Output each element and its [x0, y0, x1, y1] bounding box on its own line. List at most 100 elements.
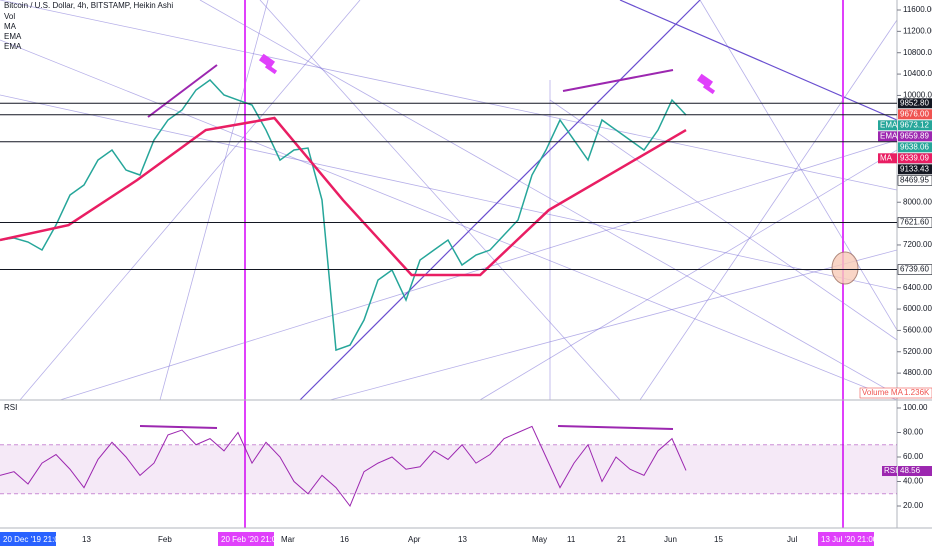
date-label: Mar — [281, 535, 295, 544]
gann-line — [19, 0, 361, 401]
divergence-line — [147, 64, 218, 118]
price-label: 9659.89 — [900, 131, 929, 140]
price-label: 9676.00 — [900, 109, 929, 118]
gann-line — [199, 0, 898, 396]
rsi-value-box — [898, 466, 932, 477]
gann-line — [479, 149, 898, 401]
date-highlight — [0, 532, 56, 546]
date-label: Jul — [787, 535, 797, 544]
price-tick-label: 4800.00 — [903, 368, 932, 377]
date-highlight — [218, 532, 274, 546]
gann-lines — [0, 0, 898, 401]
date-label: 13 Jul '20 21:00 — [821, 535, 878, 544]
price-label: 7621.60 — [900, 218, 929, 227]
price-tick-label: 11600.00 — [903, 5, 932, 14]
price-label-box — [898, 98, 932, 109]
rsi-band — [0, 444, 897, 494]
gann-line — [0, 94, 898, 291]
volume-ma-tag: Volume MA — [862, 388, 904, 397]
price-label: 8469.95 — [900, 175, 929, 184]
date-label: 13 — [82, 535, 91, 544]
date-label: 11 — [567, 535, 576, 544]
highlight-ellipse — [831, 251, 859, 285]
price-tag: MA — [880, 153, 893, 162]
price-label-box — [898, 131, 932, 142]
hammer-icon — [258, 53, 278, 75]
price-tick-label: 11200.00 — [903, 26, 932, 35]
gann-line — [159, 0, 269, 401]
chart-title: Bitcoin / U.S. Dollar, 4h, BITSTAMP, Hei… — [4, 1, 173, 10]
indicator-label: MA — [4, 22, 17, 31]
rsi-tag-box — [882, 466, 897, 477]
price-tick-label: 6000.00 — [903, 304, 932, 313]
rsi-tick-label: 40.00 — [903, 477, 924, 486]
price-tick-label: 10800.00 — [903, 48, 932, 57]
date-highlight — [818, 532, 874, 546]
divergence-line — [562, 69, 674, 92]
price-tick-label: 5200.00 — [903, 347, 932, 356]
price-tick-label: 5600.00 — [903, 326, 932, 335]
price-label-box — [898, 164, 932, 175]
date-label: 13 — [458, 535, 467, 544]
price-label-box — [898, 142, 932, 153]
date-label: 16 — [340, 535, 349, 544]
date-label: 15 — [714, 535, 723, 544]
gann-line — [549, 99, 898, 341]
rsi-value: 48.56 — [900, 466, 921, 475]
price-label: 9852.80 — [900, 98, 929, 107]
date-label: Jun — [664, 535, 677, 544]
date-label: 20 Dec '19 21:00 — [3, 535, 64, 544]
rsi-tick-label: 20.00 — [903, 501, 924, 510]
gann-line — [639, 19, 898, 401]
price-tag: EMA — [880, 120, 898, 129]
price-tick-label: 10400.00 — [903, 69, 932, 78]
trend-line — [619, 0, 898, 121]
gann-line — [0, 0, 898, 191]
volume-ma-box — [859, 387, 932, 399]
hammer-icon — [696, 73, 716, 95]
price-label: 9638.06 — [900, 142, 929, 151]
rsi-title: RSI — [4, 403, 17, 412]
indicator-label: Vol — [4, 12, 15, 21]
gann-line — [699, 0, 898, 331]
date-label: May — [532, 535, 547, 544]
divergence-line — [139, 425, 218, 429]
price-label-box — [897, 175, 932, 186]
trend-line — [299, 0, 701, 401]
price-label: 9673.12 — [900, 120, 929, 129]
price-label: 9133.43 — [900, 164, 929, 173]
price-tag-box — [878, 120, 897, 131]
dynamic-layer: VolMAEMAEMA11600.0011200.0010800.0010400… — [0, 5, 932, 546]
price-label-box — [898, 120, 932, 131]
price-label-box — [898, 153, 932, 164]
ma-line — [0, 116, 687, 277]
rsi-tick-label: 60.00 — [903, 452, 924, 461]
divergence-line — [557, 425, 674, 430]
price-label-box — [897, 264, 932, 275]
price-label: 6739.60 — [900, 265, 929, 274]
indicator-label: EMA — [4, 32, 22, 41]
price-label-box — [897, 217, 932, 228]
rsi-tag: RSI — [884, 466, 897, 475]
indicator-label: EMA — [4, 42, 22, 51]
volume-ma-value: 1.236K — [904, 388, 930, 397]
price-tag: EMA — [880, 131, 898, 140]
rsi-tick-label: 100.00 — [903, 403, 928, 412]
date-label: 20 Feb '20 21:00 — [221, 535, 281, 544]
price-label: 9339.09 — [900, 153, 929, 162]
price-tick-label: 6400.00 — [903, 283, 932, 292]
price-tick-label: 7200.00 — [903, 240, 932, 249]
price-line — [0, 79, 687, 352]
price-tick-label: 8000.00 — [903, 197, 932, 206]
gann-line — [0, 39, 898, 401]
price-tag-box — [878, 153, 897, 164]
price-tag-box — [878, 131, 897, 142]
date-label: Feb — [158, 535, 172, 544]
date-label: Apr — [408, 535, 421, 544]
date-label: 21 — [617, 535, 626, 544]
price-tick-label: 10000.00 — [903, 91, 932, 100]
rsi-tick-label: 80.00 — [903, 428, 924, 437]
gann-line — [259, 0, 621, 401]
price-label-box — [898, 109, 932, 120]
